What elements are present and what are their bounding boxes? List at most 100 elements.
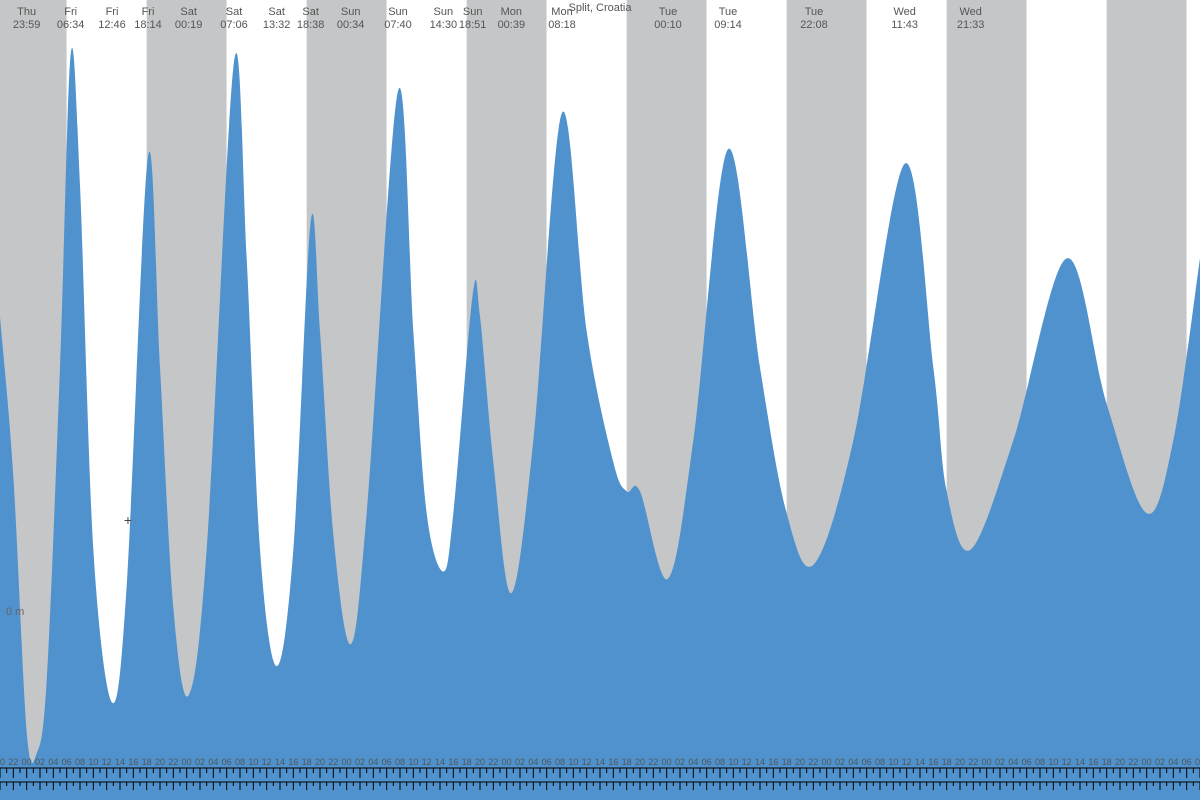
top-label-day: Mon	[551, 6, 572, 18]
svg-text:18: 18	[142, 757, 152, 767]
svg-text:00: 00	[22, 757, 32, 767]
svg-text:00: 00	[342, 757, 352, 767]
svg-text:12: 12	[902, 757, 912, 767]
svg-text:04: 04	[48, 757, 58, 767]
top-label-time: 06:34	[57, 19, 85, 31]
svg-text:04: 04	[688, 757, 698, 767]
top-label-time: 11:43	[891, 19, 918, 31]
svg-text:14: 14	[915, 757, 925, 767]
tide-event-label: Tue09:14	[714, 6, 742, 32]
tide-event-label: Sat07:06	[220, 6, 248, 32]
top-label-time: 00:10	[654, 19, 682, 31]
svg-text:06: 06	[702, 757, 712, 767]
top-label-time: 00:19	[175, 19, 203, 31]
svg-text:00: 00	[982, 757, 992, 767]
top-label-day: Sat	[268, 6, 285, 18]
svg-text:20: 20	[0, 757, 5, 767]
top-label-time: 14:30	[430, 19, 458, 31]
svg-text:18: 18	[622, 757, 632, 767]
tide-chart-container: Split, Croatia Thu23:59Fri06:34Fri12:46F…	[0, 0, 1200, 800]
svg-text:12: 12	[1062, 757, 1072, 767]
svg-text:22: 22	[328, 757, 338, 767]
top-label-time: 07:06	[220, 19, 248, 31]
top-label-time: 09:14	[714, 19, 742, 31]
svg-text:12: 12	[262, 757, 272, 767]
svg-text:18: 18	[942, 757, 952, 767]
tide-event-label: Sat18:38	[297, 6, 325, 32]
tide-event-label: Fri12:46	[98, 6, 126, 32]
top-label-day: Sat	[226, 6, 243, 18]
top-label-day: Tue	[719, 6, 738, 18]
top-label-day: Fri	[106, 6, 119, 18]
svg-text:12: 12	[422, 757, 432, 767]
svg-text:20: 20	[795, 757, 805, 767]
svg-text:16: 16	[128, 757, 138, 767]
svg-text:22: 22	[168, 757, 178, 767]
svg-text:22: 22	[648, 757, 658, 767]
svg-text:04: 04	[208, 757, 218, 767]
svg-text:04: 04	[848, 757, 858, 767]
svg-text:14: 14	[115, 757, 125, 767]
svg-text:00: 00	[502, 757, 512, 767]
top-label-day: Wed	[959, 6, 981, 18]
tide-event-label: Mon08:18	[548, 6, 576, 32]
svg-text:10: 10	[1048, 757, 1058, 767]
svg-text:14: 14	[1075, 757, 1085, 767]
svg-text:16: 16	[928, 757, 938, 767]
svg-text:06: 06	[1022, 757, 1032, 767]
svg-text:20: 20	[475, 757, 485, 767]
svg-text:02: 02	[355, 757, 365, 767]
tide-event-label: Fri06:34	[57, 6, 85, 32]
svg-text:02: 02	[1155, 757, 1165, 767]
svg-text:14: 14	[595, 757, 605, 767]
svg-text:20: 20	[955, 757, 965, 767]
top-label-day: Mon	[501, 6, 522, 18]
top-label-day: Tue	[659, 6, 678, 18]
svg-text:22: 22	[968, 757, 978, 767]
svg-text:20: 20	[315, 757, 325, 767]
svg-text:22: 22	[808, 757, 818, 767]
top-label-day: Sat	[180, 6, 197, 18]
svg-text:10: 10	[248, 757, 258, 767]
top-label-time: 21:33	[957, 19, 985, 31]
svg-text:18: 18	[1102, 757, 1112, 767]
svg-text:06: 06	[1182, 757, 1192, 767]
svg-text:12: 12	[102, 757, 112, 767]
top-label-time: 18:51	[459, 19, 487, 31]
tide-event-label: Sun18:51	[459, 6, 487, 32]
svg-text:10: 10	[88, 757, 98, 767]
svg-text:00: 00	[182, 757, 192, 767]
top-label-time: 18:38	[297, 19, 325, 31]
svg-text:20: 20	[635, 757, 645, 767]
top-label-time: 23:59	[13, 19, 41, 31]
tide-event-label: Sun14:30	[430, 6, 458, 32]
svg-text:04: 04	[528, 757, 538, 767]
svg-text:08: 08	[75, 757, 85, 767]
svg-text:02: 02	[195, 757, 205, 767]
svg-text:08: 08	[1035, 757, 1045, 767]
svg-text:08: 08	[715, 757, 725, 767]
svg-text:10: 10	[568, 757, 578, 767]
svg-text:18: 18	[462, 757, 472, 767]
svg-text:22: 22	[1128, 757, 1138, 767]
top-label-time: 00:39	[498, 19, 526, 31]
svg-text:08: 08	[555, 757, 565, 767]
svg-text:02: 02	[995, 757, 1005, 767]
tide-event-label: Sat13:32	[263, 6, 291, 32]
svg-text:04: 04	[1168, 757, 1178, 767]
svg-text:14: 14	[755, 757, 765, 767]
svg-text:06: 06	[542, 757, 552, 767]
svg-text:10: 10	[888, 757, 898, 767]
top-label-day: Sat	[302, 6, 319, 18]
tide-event-label: Sat00:19	[175, 6, 203, 32]
tide-event-label: Thu23:59	[13, 6, 41, 32]
svg-text:00: 00	[1142, 757, 1152, 767]
top-label-time: 07:40	[384, 19, 412, 31]
svg-text:06: 06	[62, 757, 72, 767]
top-label-day: Thu	[17, 6, 36, 18]
top-label-time: 22:08	[800, 19, 828, 31]
svg-text:00: 00	[662, 757, 672, 767]
svg-text:10: 10	[408, 757, 418, 767]
svg-text:16: 16	[608, 757, 618, 767]
svg-text:08: 08	[395, 757, 405, 767]
